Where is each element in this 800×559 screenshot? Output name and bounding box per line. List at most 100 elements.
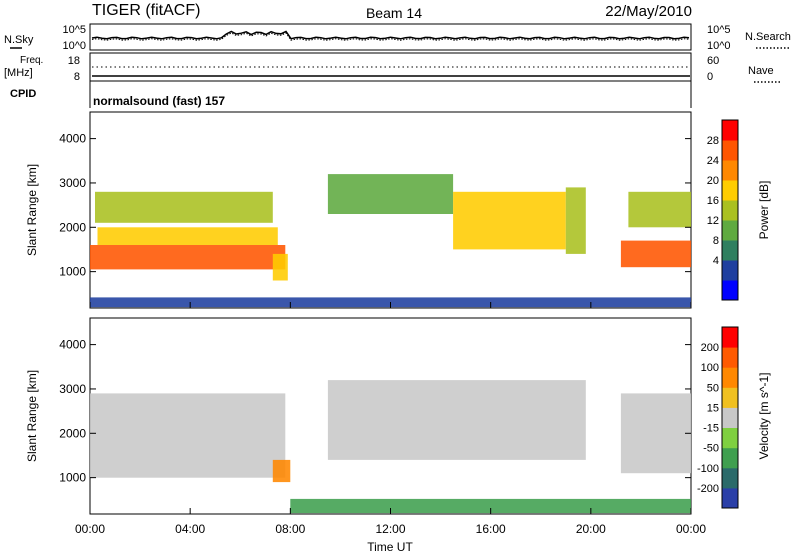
velocity-band-0 [90, 393, 286, 478]
power-ylabel: Slant Range [km] [25, 164, 39, 256]
radar-title: TIGER (fitACF) [92, 2, 200, 19]
power-colorbar-swatch-0 [722, 280, 738, 301]
velocity-colorbar-swatch-1 [722, 467, 738, 489]
velocity-colorbar-swatch-6 [722, 367, 738, 388]
power-band-0 [90, 245, 286, 270]
power-band-5 [453, 191, 566, 250]
power-colorbar-swatch-4 [722, 200, 738, 221]
power-ytick-label-1: 3000 [59, 176, 86, 190]
power-band-3 [272, 253, 288, 281]
noise-search-line [91, 32, 690, 41]
freq-panel: Freq. [MHz] CPID 18 8 60 0 Nave [4, 52, 780, 100]
power-colorbar-tick-0: 28 [707, 135, 719, 147]
power-colorbar-tick-2: 20 [707, 175, 719, 187]
velocity-ytick-label-2: 2000 [59, 426, 86, 440]
x-tick-label-3: 12:00 [375, 522, 405, 536]
power-band-6 [565, 187, 586, 254]
velocity-colorbar-swatch-4 [722, 407, 738, 428]
velocity-colorbar-frame [721, 326, 739, 509]
velocity-yticks: 4000 3000 2000 1000 [59, 338, 691, 485]
velocity-band-1 [272, 459, 291, 483]
power-colorbar: 28 24 20 16 12 8 4 [707, 119, 739, 301]
freq-left-tick-top: 18 [68, 55, 80, 67]
power-band-8 [628, 191, 691, 228]
x-tick-label-4: 16:00 [476, 522, 506, 536]
noise-left-tick-top: 10^5 [62, 24, 86, 36]
beam-title: Beam 14 [366, 5, 422, 21]
power-colorbar-frame [721, 119, 739, 301]
freq-left-label: Freq. [20, 55, 43, 66]
cpid-strip: normalsound (fast) 157 [89, 81, 692, 108]
power-band-4 [327, 174, 454, 214]
velocity-colorbar-swatch-7 [722, 347, 738, 368]
x-axis-label: Time UT [367, 540, 413, 554]
velocity-colorbar-tick-5: -50 [703, 443, 719, 455]
x-tick-label-0: 00:00 [75, 522, 105, 536]
power-colorbar-swatch-5 [722, 180, 738, 201]
velocity-ytick-label-1: 3000 [59, 382, 86, 396]
velocity-band-2 [327, 380, 586, 460]
freq-right-tick-bottom: 0 [707, 71, 713, 83]
power-colorbar-swatch-7 [722, 140, 738, 161]
power-ytick-label-2: 2000 [59, 220, 86, 234]
velocity-ytick-label-0: 4000 [59, 338, 86, 352]
power-colorbar-tick-4: 12 [707, 215, 719, 227]
velocity-colorbar: 200 100 50 15 -15 -50 -100 -200 [697, 326, 739, 509]
power-colorbar-tick-6: 4 [713, 255, 719, 267]
x-tick-label-2: 08:00 [275, 522, 305, 536]
freq-left-unit: [MHz] [4, 67, 33, 79]
noise-right-tick-top: 10^5 [707, 24, 731, 36]
velocity-colorbar-tick-4: -15 [703, 423, 719, 435]
noise-sky-line [91, 30, 690, 40]
noise-panel-frame [89, 23, 692, 51]
power-ytick-label-3: 1000 [59, 265, 86, 279]
velocity-colorbar-tick-7: -200 [697, 483, 719, 495]
power-panel: 4000 3000 2000 1000 Slant Range [km] [25, 111, 692, 309]
power-colorbar-tick-5: 8 [713, 235, 719, 247]
power-band-2 [95, 191, 273, 223]
power-bands [90, 174, 691, 308]
freq-right-tick-top: 60 [707, 55, 719, 67]
velocity-colorbar-tick-1: 100 [701, 362, 719, 374]
power-colorbar-swatch-6 [722, 160, 738, 181]
power-colorbar-label: Power [dB] [757, 181, 771, 240]
velocity-colorbar-tick-2: 50 [707, 382, 719, 394]
velocity-bands [90, 380, 691, 514]
x-tick-label-5: 20:00 [576, 522, 606, 536]
x-tick-label-6: 00:00 [676, 522, 706, 536]
x-tick-label-1: 04:00 [175, 522, 205, 536]
velocity-colorbar-swatch-5 [722, 387, 738, 408]
power-colorbar-swatch-1 [722, 260, 738, 281]
velocity-colorbar-swatch-8 [722, 327, 738, 348]
noise-right-tick-bottom: 10^0 [707, 40, 731, 52]
date-title: 22/May/2010 [605, 3, 692, 20]
velocity-ylabel: Slant Range [km] [25, 370, 39, 462]
velocity-colorbar-label: Velocity [m s^-1] [757, 373, 771, 460]
freq-left-tick-bottom: 8 [74, 71, 80, 83]
mode-text: normalsound (fast) 157 [93, 94, 225, 108]
noise-panel: N.Sky 10^5 10^0 10^5 10^0 N.Search [4, 23, 791, 52]
power-yticks: 4000 3000 2000 1000 [59, 132, 691, 279]
power-band-1 [97, 227, 278, 245]
velocity-ytick-label-3: 1000 [59, 471, 86, 485]
power-colorbar-tick-1: 24 [707, 155, 719, 167]
nave-label: Nave [748, 65, 774, 77]
velocity-panel: 4000 3000 2000 1000 Slant Range [km] [25, 317, 692, 515]
velocity-colorbar-swatch-2 [722, 447, 738, 469]
velocity-colorbar-swatch-0 [722, 487, 738, 509]
x-axis: 00:00 04:00 08:00 12:00 16:00 20:00 00:00 [75, 302, 706, 536]
noise-right-label: N.Search [745, 31, 791, 43]
velocity-colorbar-tick-6: -100 [697, 463, 719, 475]
velocity-colorbar-swatch-3 [722, 427, 738, 449]
freq-panel-frame [89, 52, 692, 82]
velocity-colorbar-tick-3: 15 [707, 402, 719, 414]
power-ytick-label-0: 4000 [59, 132, 86, 146]
power-colorbar-swatch-3 [722, 220, 738, 241]
noise-left-label: N.Sky [4, 34, 34, 46]
velocity-colorbar-tick-0: 200 [701, 342, 719, 354]
velocity-band-3 [620, 393, 691, 474]
power-colorbar-tick-3: 16 [707, 195, 719, 207]
power-colorbar-swatch-2 [722, 240, 738, 261]
